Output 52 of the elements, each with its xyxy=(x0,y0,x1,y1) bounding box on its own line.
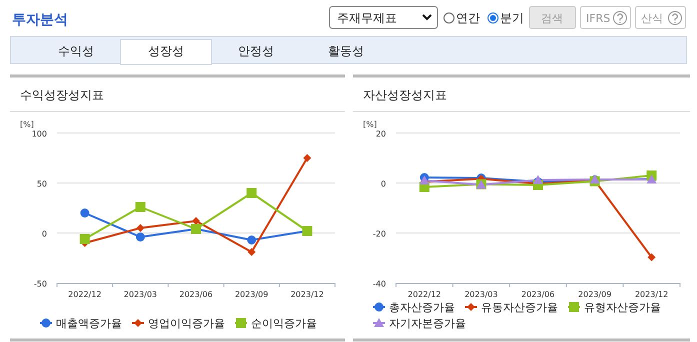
y-tick-label: 50 xyxy=(36,180,47,188)
legend-label: 총자산증가율 xyxy=(389,301,455,314)
y-tick-label: 0 xyxy=(380,180,386,188)
point xyxy=(533,175,543,184)
x-tick-label: 2023/03 xyxy=(464,290,498,299)
legend-label: 순이익증가율 xyxy=(251,317,317,330)
x-tick-label: 2023/06 xyxy=(521,290,555,299)
x-tick-label: 2023/09 xyxy=(234,290,268,299)
x-tick-label: 2023/06 xyxy=(179,290,213,299)
chart-title: 수익성장성지표 xyxy=(20,88,104,102)
point xyxy=(136,224,144,232)
point xyxy=(80,208,90,218)
y-axis-title: [%] xyxy=(363,120,377,129)
y-tick-label: 100 xyxy=(32,130,47,138)
point xyxy=(192,217,200,225)
text: 안정성 xyxy=(238,44,274,58)
legend-label: 유동자산증가율 xyxy=(481,301,558,314)
legend-label: 영업이익증가율 xyxy=(148,317,225,330)
text: 성장성 xyxy=(148,44,184,58)
y-tick-label: -40 xyxy=(372,280,386,288)
point xyxy=(648,253,656,262)
point xyxy=(303,154,312,162)
text: 투자분석 xyxy=(12,12,68,28)
text: 검색 xyxy=(541,12,563,25)
y-tick-label: 0 xyxy=(42,230,47,238)
text: IFRS xyxy=(586,12,610,25)
text: 수익성 xyxy=(58,44,94,58)
x-tick-label: 2022/12 xyxy=(408,290,442,299)
y-tick-label: -20 xyxy=(372,230,386,238)
text: 연간 xyxy=(456,11,480,25)
y-axis-title: [%] xyxy=(20,120,34,129)
point xyxy=(246,188,257,198)
x-tick-label: 2023/12 xyxy=(634,290,668,299)
legend-label: 매출액증가율 xyxy=(56,317,122,330)
text: 활동성 xyxy=(328,44,364,58)
text: 분기 xyxy=(500,11,524,25)
point xyxy=(248,248,256,256)
point xyxy=(136,232,145,242)
x-tick-label: 2023/03 xyxy=(124,290,158,299)
chart-title: 자산성장성지표 xyxy=(363,88,447,102)
text: 산식 xyxy=(641,12,663,25)
x-tick-label: 2023/12 xyxy=(290,290,324,299)
legend-label: 자기자본증가율 xyxy=(389,317,466,330)
text: 주재무제표 xyxy=(337,11,397,25)
x-tick-label: 2022/12 xyxy=(68,290,102,299)
y-tick-label: 20 xyxy=(376,130,386,138)
x-tick-label: 2023/09 xyxy=(578,290,612,299)
point xyxy=(247,236,256,244)
point xyxy=(135,202,146,212)
y-tick-label: -50 xyxy=(34,280,47,288)
point xyxy=(80,234,90,244)
legend-label: 유형자산증가율 xyxy=(584,301,661,314)
